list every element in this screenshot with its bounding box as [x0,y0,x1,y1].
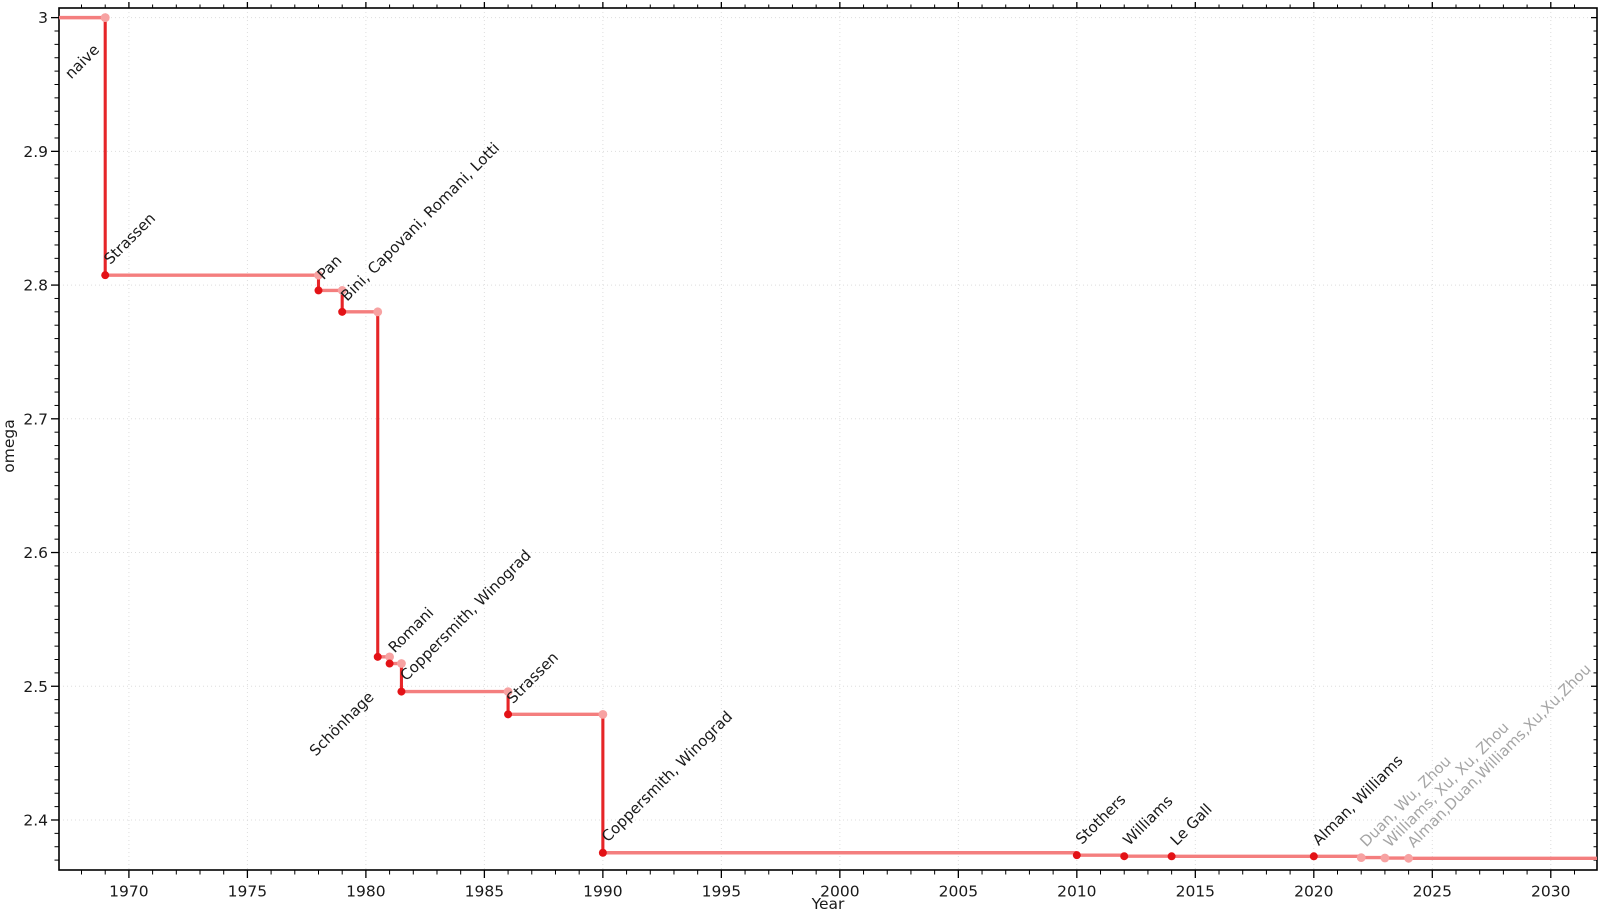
x-tick-label: 1990 [583,883,622,901]
event-marker [1356,853,1366,863]
y-tick-label: 2.5 [23,678,48,696]
event-label: Coppersmith, Winograd [598,707,736,845]
event-marker [338,307,347,316]
plot-border [58,7,1598,871]
event-label: Williams, Xu, Xu, Zhou [1380,718,1513,851]
event-marker [314,286,323,295]
x-tick-label: 2025 [1413,883,1452,901]
gridlines [59,8,1597,870]
y-tick-label: 2.6 [23,544,48,562]
plateau-end-marker [337,286,347,295]
plateau-end-marker [397,659,406,668]
y-tick-label: 3 [38,9,48,27]
x-tick-label: 2010 [1057,883,1096,901]
step-line [59,15,1597,861]
x-tick-label: 1985 [465,883,504,901]
event-marker [1380,853,1390,863]
axis-tick-labels: 1970 1975 1980 1985 1990 1995 2000 2005 2010 2015… [23,9,1570,900]
x-tick-label: 1970 [109,883,148,901]
event-marker [385,659,394,668]
event-label: Strassen [503,648,562,707]
x-tick-label: 1980 [346,883,385,901]
plateau-end-marker [314,270,323,280]
event-label: naive [61,41,103,83]
event-marker [101,271,110,280]
x-tick-label: 2000 [820,883,859,901]
event-label: Stothers [1072,790,1130,848]
event-marker [373,652,382,661]
data-point-markers [100,13,1414,863]
y-tick-label: 2.7 [23,410,48,428]
event-marker [1120,852,1129,861]
event-label: Le Gall [1167,800,1216,849]
y-tick-label: 2.8 [23,277,48,295]
plateau-end-marker [503,687,513,697]
y-tick-label: 2.9 [23,143,48,161]
x-tick-label: 2015 [1176,883,1215,901]
plateau-end-marker [385,652,394,662]
plot-frame [58,7,1598,871]
x-tick-label: 2020 [1294,883,1333,901]
x-axis-title: Year [811,895,845,913]
event-label: Strassen [100,209,159,268]
event-marker [100,13,110,23]
event-marker [598,848,607,857]
x-tick-label: 2005 [939,883,978,901]
event-label: Bini, Capovani, Romani, Lotti [337,139,503,305]
x-tick-label: 2030 [1531,883,1570,901]
plateau-end-marker [598,709,608,719]
event-marker [1072,851,1081,860]
y-axis-title: omega [0,419,18,472]
event-marker [397,687,406,696]
plateau-end-marker [373,307,383,317]
event-label: Schönhage [306,688,378,760]
x-tick-label: 1975 [228,883,267,901]
event-marker [504,710,513,719]
event-marker [1404,853,1414,863]
y-tick-label: 2.4 [23,811,48,829]
axis-ticks [51,2,1597,878]
x-tick-label: 1995 [702,883,741,901]
event-marker [1167,852,1176,861]
event-marker [1309,852,1318,861]
